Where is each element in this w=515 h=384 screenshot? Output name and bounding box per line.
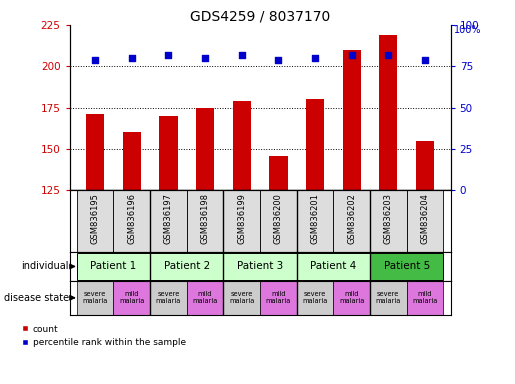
Bar [224,190,260,252]
Point [421,56,429,63]
Legend: count, percentile rank within the sample: count, percentile rank within the sample [18,321,189,351]
Text: mild
malaria: mild malaria [413,291,438,304]
Text: severe
malaria: severe malaria [82,291,108,304]
Bar [370,281,407,315]
Text: severe
malaria: severe malaria [302,291,328,304]
Bar [113,281,150,315]
Text: Patient 5: Patient 5 [384,262,430,271]
Bar [159,116,178,384]
Text: GSM836199: GSM836199 [237,194,246,244]
Text: GSM836200: GSM836200 [274,194,283,244]
Text: GSM836203: GSM836203 [384,194,393,244]
Bar [196,108,214,384]
Point [274,56,283,63]
Bar [370,190,407,252]
Bar [123,132,141,384]
Bar [269,156,287,384]
Point [91,56,99,63]
Bar [260,281,297,315]
Text: Patient 2: Patient 2 [164,262,210,271]
Point [311,55,319,61]
Bar [224,281,260,315]
Bar [416,141,434,384]
Bar [260,190,297,252]
Text: mild
malaria: mild malaria [339,291,365,304]
Bar [297,281,333,315]
Text: Patient 1: Patient 1 [90,262,136,271]
Bar [150,190,187,252]
Point [201,55,209,61]
Text: Patient 3: Patient 3 [237,262,283,271]
Bar [77,253,150,280]
Bar [150,281,187,315]
Text: mild
malaria: mild malaria [266,291,291,304]
Text: GSM836201: GSM836201 [311,194,319,244]
Bar [77,190,113,252]
Bar [187,190,224,252]
Bar [187,281,224,315]
Text: GSM836198: GSM836198 [201,194,210,244]
Bar [407,190,443,252]
Bar [150,253,224,280]
Text: disease state: disease state [4,293,69,303]
Bar [77,281,113,315]
Point [164,51,173,58]
Text: mild
malaria: mild malaria [193,291,218,304]
Title: GDS4259 / 8037170: GDS4259 / 8037170 [190,10,330,24]
Bar [306,99,324,384]
Bar [297,253,370,280]
Point [128,55,136,61]
Text: severe
malaria: severe malaria [229,291,254,304]
Bar [233,101,251,384]
Text: mild
malaria: mild malaria [119,291,145,304]
Bar [333,281,370,315]
Bar [297,190,333,252]
Point [237,51,246,58]
Bar [86,114,105,384]
Point [384,51,392,58]
Point [348,51,356,58]
Text: GSM836197: GSM836197 [164,194,173,244]
Text: severe
malaria: severe malaria [156,291,181,304]
Text: GSM836202: GSM836202 [347,194,356,244]
Bar [333,190,370,252]
Text: severe
malaria: severe malaria [375,291,401,304]
Text: 100%: 100% [454,25,482,35]
Bar [407,281,443,315]
Text: Patient 4: Patient 4 [310,262,356,271]
Bar [113,190,150,252]
Bar [224,253,297,280]
Bar [379,35,398,384]
Text: GSM836204: GSM836204 [420,194,430,244]
Text: individual: individual [21,262,69,271]
Bar [370,253,443,280]
Text: GSM836196: GSM836196 [127,194,136,244]
Text: GSM836195: GSM836195 [91,194,100,244]
Bar [342,50,361,384]
